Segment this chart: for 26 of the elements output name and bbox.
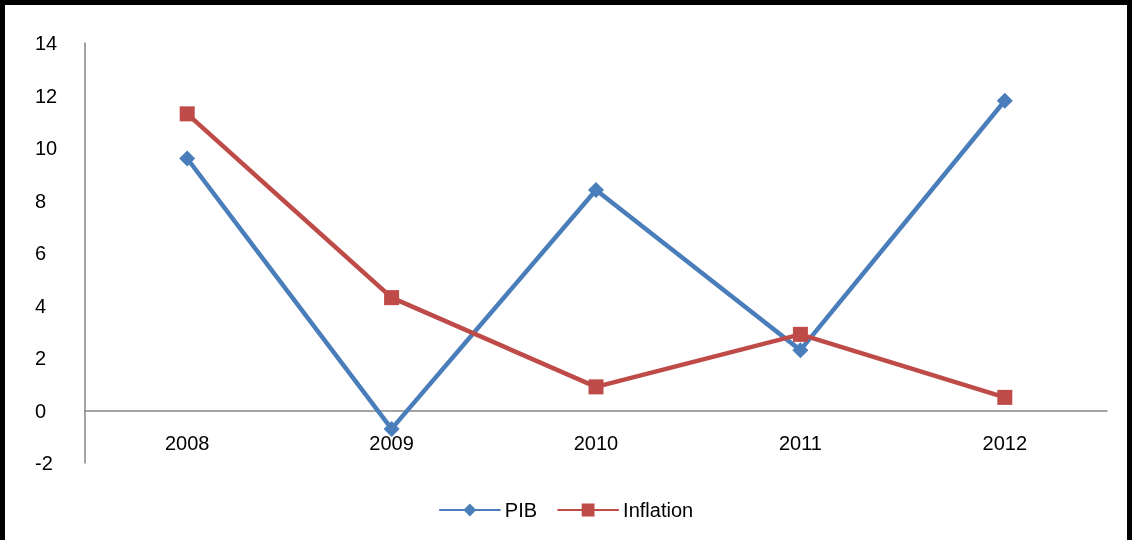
- point: [792, 326, 808, 342]
- legend-label: PIB: [504, 499, 538, 521]
- point: [179, 106, 195, 122]
- point: [383, 420, 400, 437]
- x-tick-label: 2012: [982, 431, 1028, 454]
- point: [997, 389, 1013, 405]
- point: [384, 290, 400, 306]
- y-tick-label: 6: [35, 242, 47, 264]
- y-tick-label: 2: [35, 347, 47, 369]
- y-tick-label: 8: [35, 189, 47, 212]
- y-tick-label: 0: [35, 399, 47, 422]
- y-tick-label: -2: [35, 452, 53, 474]
- point: [588, 182, 604, 198]
- y-tick-label: 12: [35, 84, 58, 107]
- point: [179, 150, 196, 167]
- point: [588, 379, 604, 395]
- legend-label: Inflation: [623, 499, 694, 521]
- point: [996, 92, 1013, 109]
- x-tick-label: 2011: [778, 431, 822, 454]
- y-tick-label: 10: [35, 137, 58, 159]
- x-tick-label: 2009: [369, 431, 414, 454]
- point: [792, 342, 809, 359]
- y-tick-label: 4: [35, 294, 47, 317]
- y-tick-label: 14: [35, 32, 58, 54]
- x-tick-label: 2008: [164, 431, 210, 454]
- x-tick-label: 2010: [573, 431, 619, 454]
